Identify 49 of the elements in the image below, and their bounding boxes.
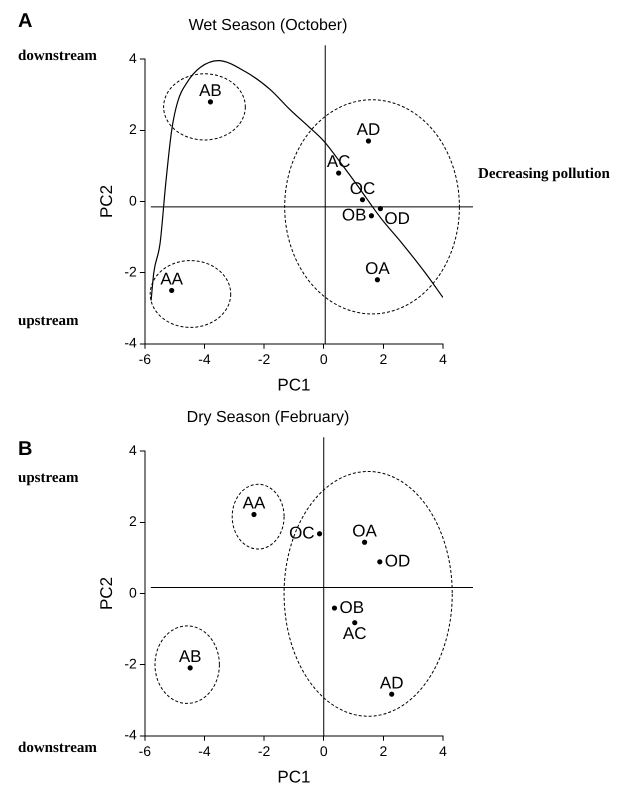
series-label: OA: [352, 521, 378, 540]
x-tick-label: -2: [258, 351, 271, 368]
y-tick-label: 4: [129, 442, 138, 458]
y-tick-label: -2: [124, 264, 138, 280]
x-tick-label: -4: [198, 743, 211, 760]
series-label: OB: [342, 205, 366, 224]
series-label: OB: [339, 598, 364, 617]
x-tick-label: -4: [198, 351, 211, 368]
series-label: OD: [384, 552, 410, 571]
series-label: AC: [342, 624, 367, 643]
text: upstream: [18, 313, 79, 330]
series-label: OA: [365, 258, 390, 278]
text: upstream: [18, 470, 79, 487]
text: A: [18, 10, 32, 33]
y-tick-label: -2: [124, 656, 138, 672]
series-label: AD: [356, 120, 380, 140]
x-tick-label: 4: [439, 743, 448, 760]
x-axis-title: PC1: [277, 375, 310, 394]
y-tick-label: -4: [124, 726, 138, 743]
chart-title: Dry Season (February): [186, 409, 350, 426]
y-tick-label: 2: [129, 121, 138, 138]
x-tick-label: -2: [258, 743, 271, 760]
x-tick-label: 0: [320, 743, 328, 760]
y-tick-label: -4: [124, 334, 138, 351]
series-label: AB: [199, 81, 222, 100]
y-tick-label: 2: [129, 513, 138, 530]
y-tick-label: 4: [129, 50, 138, 66]
text: downstream: [18, 740, 97, 757]
x-tick-label: 2: [379, 743, 388, 760]
text: downstream: [18, 48, 97, 65]
series-label: AD: [380, 673, 404, 692]
series-label: AA: [160, 270, 184, 289]
y-axis-title: PC2: [96, 576, 116, 610]
text: Decreasing pollution: [478, 166, 610, 183]
series-label: OC: [289, 523, 315, 542]
x-tick-label: 0: [320, 351, 328, 368]
x-tick-label: 2: [379, 351, 388, 368]
series-label: AA: [242, 494, 266, 513]
y-axis-title: PC2: [96, 184, 116, 218]
y-tick-label: 0: [129, 192, 138, 208]
x-axis-title: PC1: [277, 767, 310, 786]
x-tick-label: -6: [138, 743, 152, 760]
chart-title: Wet Season (October): [188, 17, 348, 34]
text: B: [18, 438, 32, 461]
y-tick-label: 0: [129, 584, 138, 600]
x-tick-label: 4: [439, 351, 448, 368]
series-label: OD: [384, 208, 410, 228]
x-tick-label: -6: [138, 351, 152, 368]
series-label: AB: [178, 647, 202, 666]
